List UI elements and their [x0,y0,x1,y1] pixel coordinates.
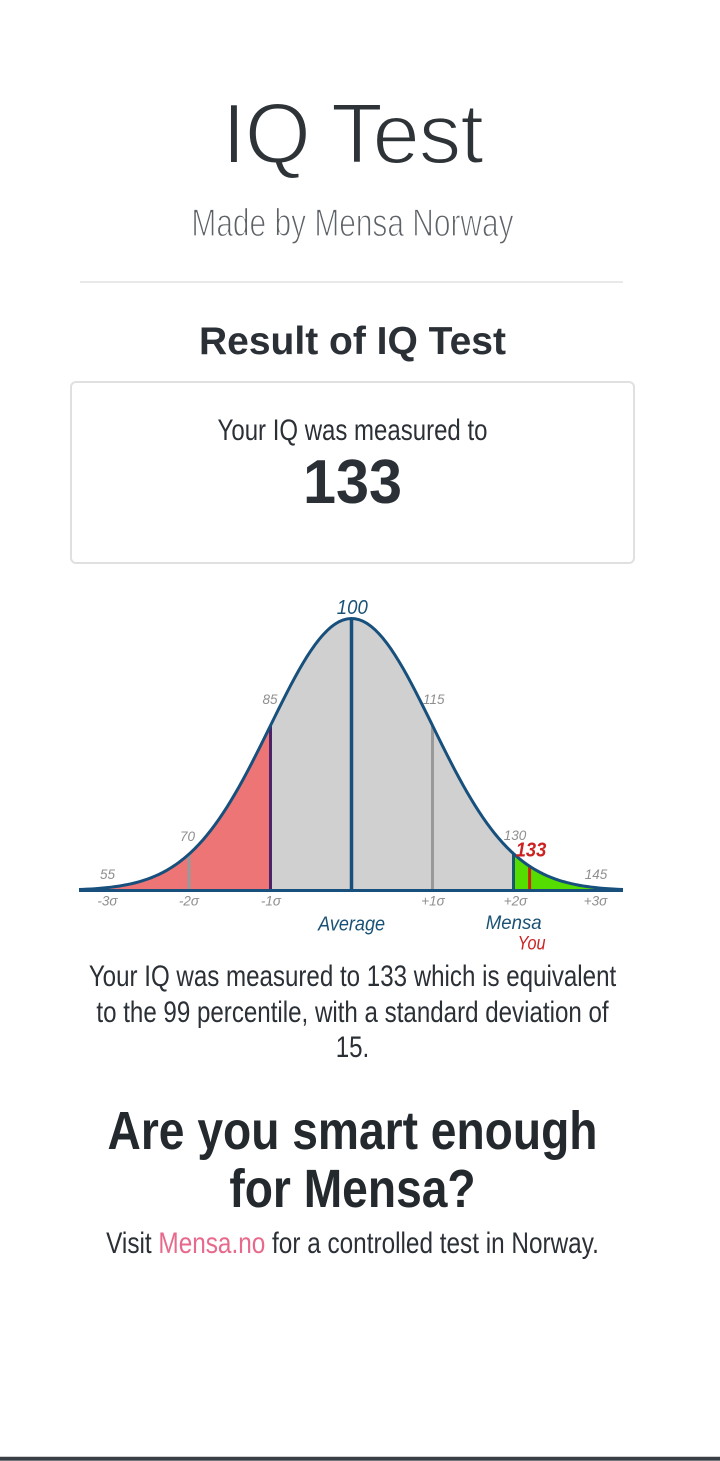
svg-text:55: 55 [100,867,116,882]
svg-text:145: 145 [585,867,608,882]
svg-text:133: 133 [516,840,547,862]
svg-text:You: You [518,933,546,955]
svg-text:100: 100 [337,596,369,619]
svg-text:115: 115 [423,692,445,707]
svg-text:+3σ: +3σ [584,894,608,909]
svg-text:-1σ: -1σ [261,894,282,909]
svg-text:-3σ: -3σ [97,894,118,909]
svg-text:85: 85 [262,692,278,707]
svg-text:130: 130 [504,828,527,843]
svg-text:+1σ: +1σ [421,894,445,909]
svg-text:Mensa: Mensa [486,912,542,934]
svg-text:70: 70 [180,829,196,844]
svg-text:Average: Average [317,913,385,935]
svg-text:-2σ: -2σ [179,894,200,909]
svg-text:+2σ: +2σ [504,894,528,909]
